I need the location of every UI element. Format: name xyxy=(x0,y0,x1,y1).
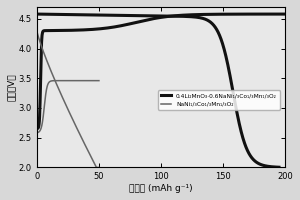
NaNi₁/₃Co₁/₃Mn₁/₃O₂ xyxy=(80,79,84,82)
Line: NaNi₁/₃Co₁/₃Mn₁/₃O₂: NaNi₁/₃Co₁/₃Mn₁/₃O₂ xyxy=(37,81,99,133)
NaNi₁/₃Co₁/₃Mn₁/₃O₂ xyxy=(97,79,101,82)
0.4Li₂MnO₃·0.6NaNi₁/₃Co₁/₃Mn₁/₃O₂ xyxy=(136,21,139,23)
Line: 0.4Li₂MnO₃·0.6NaNi₁/₃Co₁/₃Mn₁/₃O₂: 0.4Li₂MnO₃·0.6NaNi₁/₃Co₁/₃Mn₁/₃O₂ xyxy=(37,14,285,129)
0.4Li₂MnO₃·0.6NaNi₁/₃Co₁/₃Mn₁/₃O₂ xyxy=(233,13,237,15)
X-axis label: 比容量 (mAh g⁻¹): 比容量 (mAh g⁻¹) xyxy=(129,184,193,193)
NaNi₁/₃Co₁/₃Mn₁/₃O₂ xyxy=(80,79,83,82)
0.4Li₂MnO₃·0.6NaNi₁/₃Co₁/₃Mn₁/₃O₂ xyxy=(60,29,64,32)
NaNi₁/₃Co₁/₃Mn₁/₃O₂ xyxy=(74,79,78,82)
0.4Li₂MnO₃·0.6NaNi₁/₃Co₁/₃Mn₁/₃O₂ xyxy=(284,13,287,15)
Legend: 0.4Li₂MnO₃·0.6NaNi₁/₃Co₁/₃Mn₁/₃O₂, NaNi₁/₃Co₁/₃Mn₁/₃O₂: 0.4Li₂MnO₃·0.6NaNi₁/₃Co₁/₃Mn₁/₃O₂, NaNi₁… xyxy=(158,90,280,110)
0.4Li₂MnO₃·0.6NaNi₁/₃Co₁/₃Mn₁/₃O₂ xyxy=(206,13,209,16)
0.4Li₂MnO₃·0.6NaNi₁/₃Co₁/₃Mn₁/₃O₂ xyxy=(35,127,39,130)
Y-axis label: 电压（V）: 电压（V） xyxy=(7,73,16,101)
0.4Li₂MnO₃·0.6NaNi₁/₃Co₁/₃Mn₁/₃O₂ xyxy=(144,19,148,21)
NaNi₁/₃Co₁/₃Mn₁/₃O₂ xyxy=(55,79,59,82)
NaNi₁/₃Co₁/₃Mn₁/₃O₂ xyxy=(60,79,63,82)
NaNi₁/₃Co₁/₃Mn₁/₃O₂ xyxy=(43,105,46,108)
NaNi₁/₃Co₁/₃Mn₁/₃O₂ xyxy=(92,79,95,82)
0.4Li₂MnO₃·0.6NaNi₁/₃Co₁/₃Mn₁/₃O₂ xyxy=(229,13,232,15)
NaNi₁/₃Co₁/₃Mn₁/₃O₂ xyxy=(35,132,39,134)
